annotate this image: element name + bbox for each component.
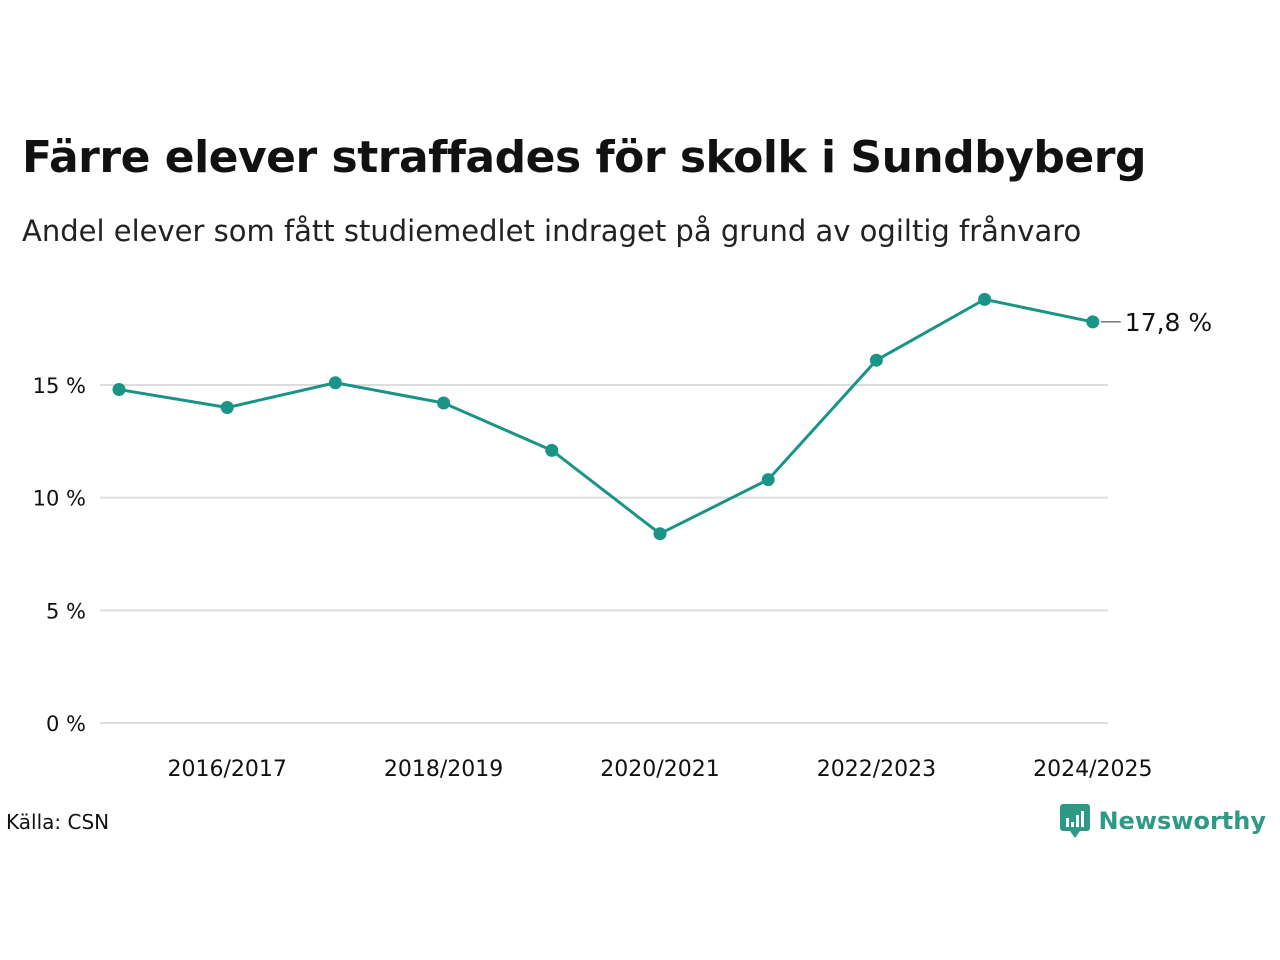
newsworthy-logo-icon [1060,804,1091,838]
chart-subtitle: Andel elever som fått studiemedlet indra… [22,214,1082,248]
last-value-label: 17,8 % [1125,308,1212,337]
y-tick-label: 15 % [33,374,86,398]
data-point [761,473,775,487]
brand-name: Newsworthy [1098,807,1266,835]
x-axis: 2016/2017 2018/2019 2020/2021 2022/2023 2024… [168,757,1153,782]
y-axis: 0 % 5 % 10 % 15 % [33,374,86,736]
chart-title: Färre elever straffades för skolk i Sund… [22,132,1146,183]
x-tick-label: 2016/2017 [168,757,287,782]
data-point [220,401,234,415]
source-note: Källa: CSN [6,810,110,834]
annotation-layer: 17,8 % [1100,308,1212,337]
data-point [112,383,126,397]
x-tick-label: 2020/2021 [600,757,719,782]
data-point [978,292,992,306]
gridlines [100,384,1108,724]
data-point [437,396,451,410]
y-tick-label: 5 % [46,599,86,623]
x-tick-label: 2018/2019 [384,757,503,782]
brand-logo: Newsworthy [1060,804,1266,838]
y-tick-label: 10 % [33,487,86,511]
series-line [118,297,1094,536]
data-point [545,443,559,457]
y-tick-label: 0 % [46,712,86,736]
data-point [1086,315,1100,329]
data-point [653,527,667,541]
x-tick-label: 2024/2025 [1033,757,1152,782]
data-point [328,376,342,390]
x-tick-label: 2022/2023 [817,757,936,782]
series-layer [112,292,1100,541]
data-point [869,353,883,367]
